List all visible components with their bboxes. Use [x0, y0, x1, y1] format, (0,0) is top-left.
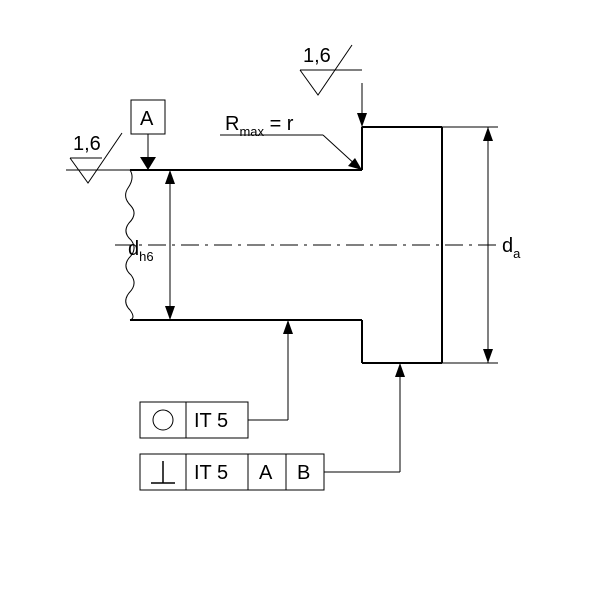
gtol-perp-a: A — [259, 462, 273, 484]
surface-finish-top: 1,6 — [300, 45, 367, 127]
gtol-circularity: IT 5 — [140, 320, 293, 438]
datum-a-label: A — [140, 108, 154, 130]
surface-value-left: 1,6 — [73, 133, 101, 155]
r-eq: = r — [264, 113, 294, 135]
rmax-label: Rmax = r — [220, 113, 362, 170]
d-sub: h6 — [139, 249, 153, 264]
svg-text:dh6: dh6 — [128, 238, 154, 264]
engineering-drawing: 1,6 1,6 A Rmax = r dh6 — [0, 0, 600, 600]
svg-text:da: da — [502, 235, 521, 261]
da-sub: a — [513, 246, 521, 261]
datum-a: A — [131, 100, 165, 170]
surface-value-top: 1,6 — [303, 45, 331, 67]
gtol-perp-b: B — [297, 462, 310, 484]
da-base: d — [502, 235, 513, 257]
gtol-circ-value: IT 5 — [194, 410, 228, 432]
gtol-perpendicularity: IT 5 A B — [140, 363, 405, 490]
d-base: d — [128, 238, 139, 260]
gtol-perp-value: IT 5 — [194, 462, 228, 484]
r-sub: max — [239, 124, 264, 139]
r-prefix: R — [225, 113, 239, 135]
surface-finish-left: 1,6 — [70, 133, 130, 183]
